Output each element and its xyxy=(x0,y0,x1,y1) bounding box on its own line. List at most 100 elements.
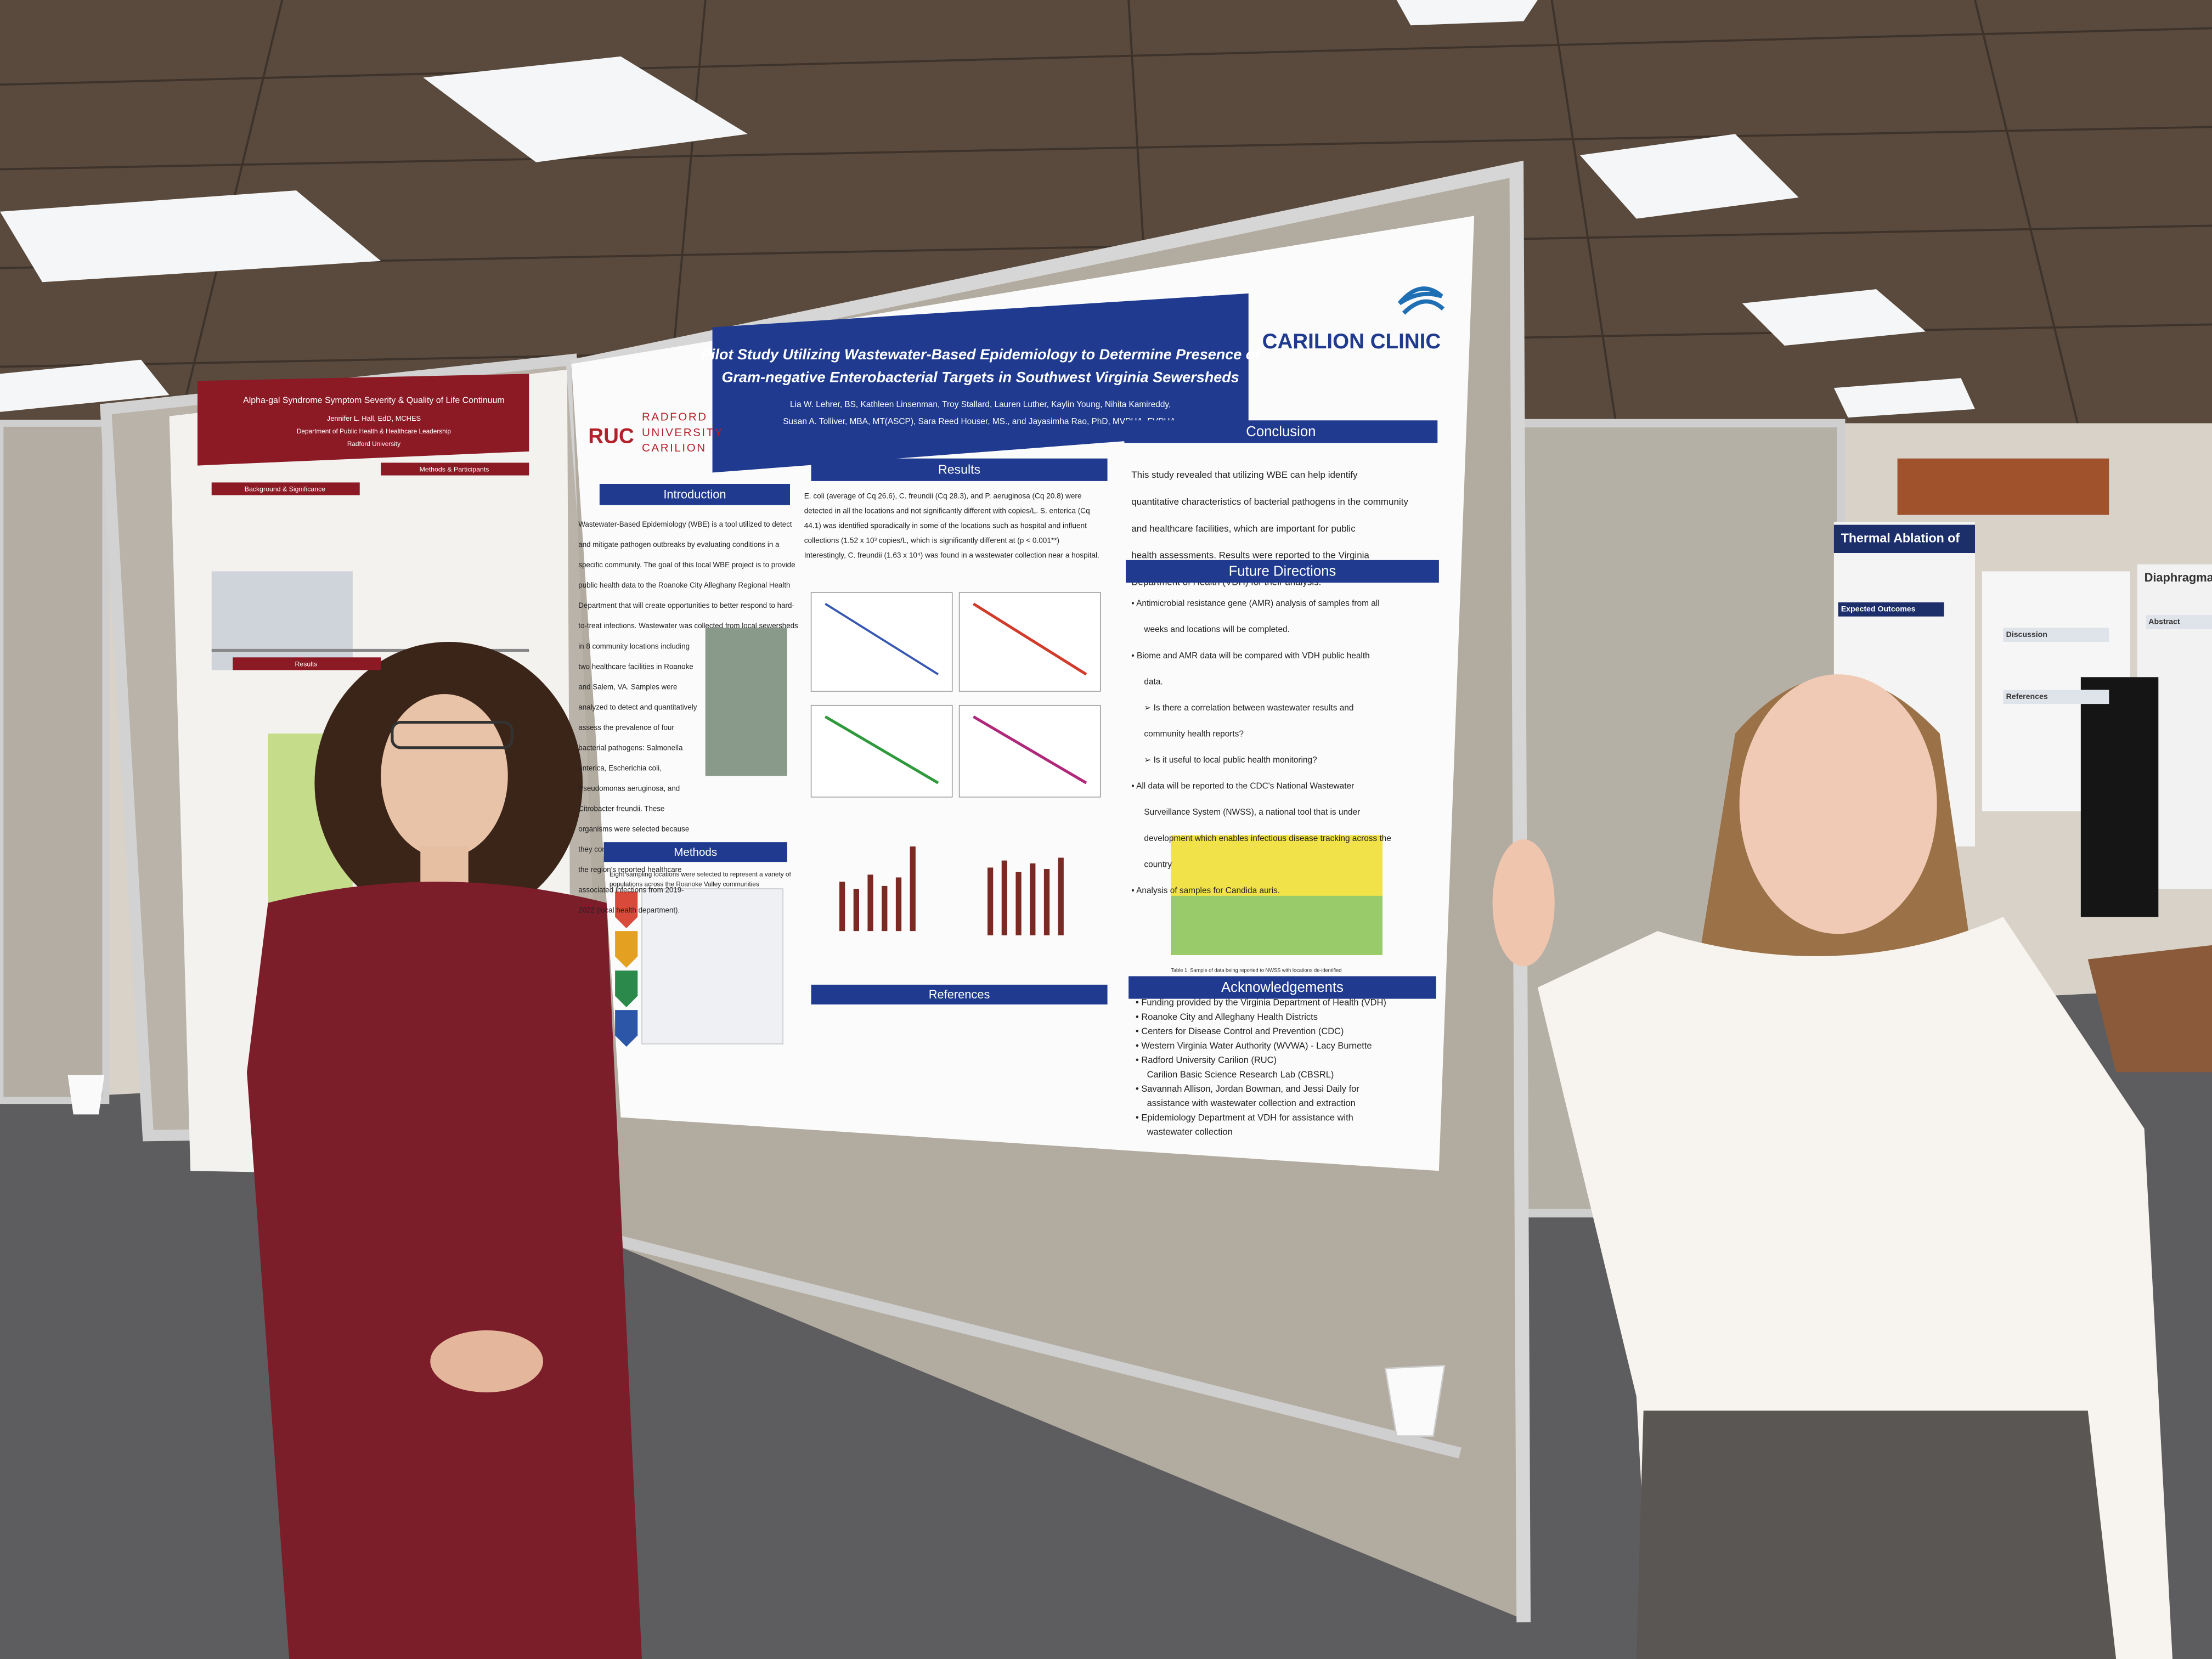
section-header xyxy=(599,484,790,505)
section-header xyxy=(1128,976,1436,999)
body-text: Interestingly, C. freundii (1.63 x 10⁴) … xyxy=(804,551,1099,560)
light xyxy=(1833,378,1975,418)
poster-author: Jennifer L. Hall, EdD, MCHES xyxy=(327,414,421,422)
body-text: and Salem, VA. Samples were xyxy=(578,682,677,691)
body-text: assess the prevalence of four xyxy=(578,723,674,731)
person-right xyxy=(1492,674,2172,1659)
dress xyxy=(247,882,642,1659)
section-heading: Future Directions xyxy=(1229,564,1336,579)
section-heading: References xyxy=(929,988,990,1001)
body-text: Carilion Basic Science Research Lab (CBS… xyxy=(1147,1070,1334,1080)
section-header xyxy=(2146,615,2212,629)
body-text: 44.1) was identified sporadically in som… xyxy=(804,522,1087,530)
body-text: weeks and locations will be completed. xyxy=(1143,625,1289,634)
body-text: Eight sampling locations were selected t… xyxy=(610,870,792,878)
section-header xyxy=(381,462,529,476)
logo-text: CARILION xyxy=(642,442,707,454)
body-text: specific community. The goal of this loc… xyxy=(578,561,795,569)
body-text: • Biome and AMR data will be compared wi… xyxy=(1131,651,1369,661)
poster-author: Radford University xyxy=(347,440,400,448)
poster-title: Alpha-gal Syndrome Symptom Severity & Qu… xyxy=(243,396,505,405)
data-table-rows xyxy=(1171,895,1383,955)
section-header xyxy=(603,842,787,862)
body-text: • Analysis of samples for Candida auris. xyxy=(1131,886,1280,895)
body-text: wastewater collection xyxy=(1147,1127,1233,1137)
body-text: analyzed to detect and quantitatively xyxy=(578,703,697,711)
poster-title: Pilot Study Utilizing Wastewater-Based E… xyxy=(701,346,1261,363)
body-text: ➢ Is there a correlation between wastewa… xyxy=(1144,703,1353,713)
body-text: two healthcare facilities in Roanoke xyxy=(578,662,693,670)
back-poster-header xyxy=(1833,524,1975,553)
section-header xyxy=(233,657,381,670)
board-frame xyxy=(569,160,1531,1623)
body-text: community health reports? xyxy=(1144,730,1244,739)
side-board xyxy=(0,420,110,1104)
section-heading: Discussion xyxy=(2006,630,2047,639)
section-header xyxy=(1124,420,1438,443)
section-heading: Expected Outcomes xyxy=(1841,605,1916,613)
body-text: in 8 community locations including xyxy=(578,642,690,650)
light xyxy=(1742,289,1926,346)
body-text: enterica, Escherichia coli, xyxy=(578,764,661,772)
body-text: • Antimicrobial resistance gene (AMR) an… xyxy=(1131,599,1379,608)
poster-authors: Susan A. Tolliver, MBA, MT(ASCP), Sara R… xyxy=(783,417,1178,426)
hand xyxy=(1492,839,1555,967)
body-text: and mitigate pathogen outbreaks by evalu… xyxy=(578,540,780,549)
ceiling-lights xyxy=(0,0,1975,418)
body-text: to-treat infections. Wastewater was coll… xyxy=(578,622,798,630)
section-heading: Background & Significance xyxy=(245,486,325,493)
paper-cup xyxy=(1384,1364,1446,1437)
body-text: the region's reported healthcare xyxy=(578,866,681,874)
body-text: data. xyxy=(1144,677,1163,686)
plot-line xyxy=(972,715,1087,785)
table-caption: Table 1. Sample of data being reported t… xyxy=(1171,968,1341,973)
wall-sign xyxy=(1897,458,2109,515)
section-heading: Methods xyxy=(674,846,717,859)
section-heading: References xyxy=(2006,692,2048,701)
body-text: • Centers for Disease Control and Preven… xyxy=(1136,1026,1344,1036)
logo-text: CARILION CLINIC xyxy=(1262,330,1441,353)
wood-floor xyxy=(2087,945,2212,1073)
body-text: organisms were selected because xyxy=(578,825,689,833)
poster-authors: Lia W. Lehrer, BS, Kathleen Linsenman, T… xyxy=(790,400,1171,409)
hands xyxy=(430,1330,543,1392)
body-text: • Funding provided by the Virginia Depar… xyxy=(1136,998,1386,1008)
body-text: • Radford University Carilion (RUC) xyxy=(1136,1056,1277,1065)
section-header xyxy=(811,458,1108,481)
plot-line xyxy=(824,715,939,785)
section-heading: Methods & Participants xyxy=(420,466,489,473)
person-left xyxy=(247,642,642,1659)
section-header xyxy=(811,984,1108,1005)
glasses xyxy=(391,721,514,749)
body-text: populations across the Roanoke Valley co… xyxy=(610,880,759,888)
left-poster-header xyxy=(198,374,529,466)
face xyxy=(381,694,508,858)
logo-mark: RUC xyxy=(588,424,634,448)
chart-thumbnails xyxy=(705,592,1101,935)
body-text: and healthcare facilities, which are imp… xyxy=(1131,523,1356,534)
section-header xyxy=(211,482,360,495)
paper-cup xyxy=(67,1075,105,1115)
face xyxy=(1739,674,1937,934)
body-text: quantitative characteristics of bacteria… xyxy=(1131,496,1408,507)
body-text: associated infections from 2019- xyxy=(578,886,684,894)
body-text: development which enables infectious dis… xyxy=(1144,834,1391,843)
logo-text: UNIVERSITY xyxy=(642,426,724,439)
left-poster-rule xyxy=(211,648,529,652)
light xyxy=(0,359,170,412)
body-text: collections (1.52 x 10³ copies/L, which … xyxy=(804,537,1059,545)
light xyxy=(0,190,381,283)
section-header xyxy=(2003,628,2109,642)
body-text: assistance with wastewater collection an… xyxy=(1147,1098,1356,1108)
section-header xyxy=(2003,690,2109,704)
bar-thumbnails xyxy=(839,846,1064,935)
body-text: country xyxy=(1144,860,1172,869)
light xyxy=(423,56,748,162)
light xyxy=(1580,134,1799,219)
title-banner xyxy=(712,293,1249,473)
plot-line xyxy=(972,602,1087,676)
body-text: Pseudomonas aeruginosa, and xyxy=(578,784,680,792)
body-text: ➢ Is it useful to local public health mo… xyxy=(1144,755,1317,765)
